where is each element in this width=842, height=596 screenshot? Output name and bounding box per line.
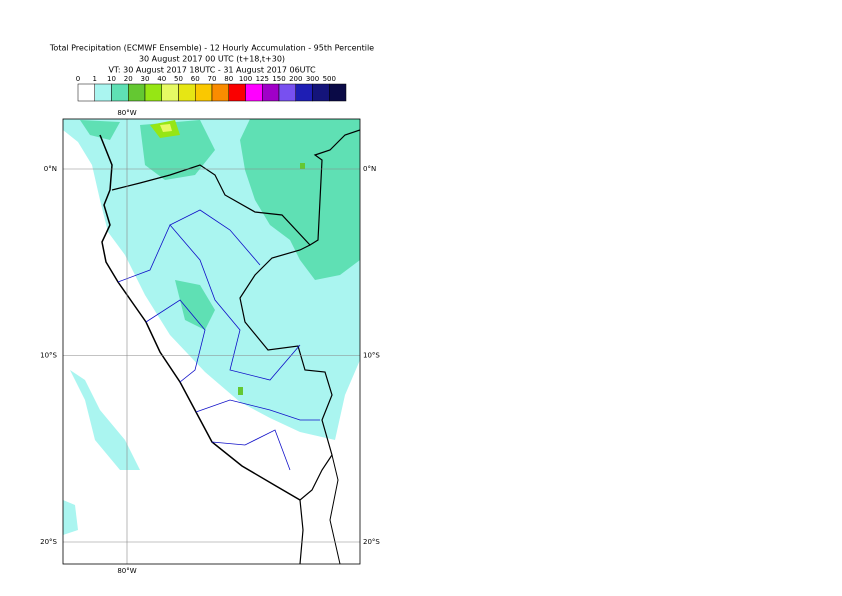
- legend-label: 100: [239, 75, 252, 83]
- precip-moderate: [80, 120, 120, 140]
- legend-swatch: [178, 83, 196, 102]
- title-line: VT: 30 August 2017 18UTC - 31 August 201…: [108, 66, 316, 75]
- legend-label: 40: [157, 75, 166, 83]
- title-block: Total Precipitation (ECMWF Ensemble) - 1…: [49, 44, 374, 75]
- region-border: [195, 399, 320, 421]
- precip-moderate: [240, 119, 360, 280]
- legend-label: 500: [323, 75, 336, 83]
- precip-heavy: [238, 387, 243, 395]
- precip-heavy: [300, 163, 305, 169]
- precip-light: [70, 370, 140, 470]
- legend-swatch: [94, 83, 112, 102]
- legend-label: 125: [256, 75, 269, 83]
- legend-label: 50: [174, 75, 183, 83]
- legend-label: 70: [208, 75, 217, 83]
- legend-swatch: [262, 83, 280, 102]
- legend-label: 10: [107, 75, 116, 83]
- lat-label: 0°N: [44, 165, 57, 173]
- coastline: [99, 134, 301, 501]
- legend-label: 1: [93, 75, 97, 83]
- legend-swatch: [144, 83, 162, 102]
- title-line: 30 August 2017 00 UTC (t+18,t+30): [139, 55, 285, 64]
- lat-label: 20°S: [363, 538, 380, 546]
- graticule: 80°W 80°W 0°N 0°N 10°S 10°S 20°S 20°S: [40, 109, 380, 575]
- legend-swatch: [329, 83, 347, 102]
- country-border: [111, 129, 360, 246]
- map-frame: [62, 118, 361, 565]
- legend-label: 300: [306, 75, 319, 83]
- legend-label: 60: [191, 75, 200, 83]
- precip-peak: [160, 124, 172, 132]
- legend-swatch: [195, 83, 213, 102]
- legend-label: 30: [141, 75, 150, 83]
- legend-swatch: [295, 83, 313, 102]
- precip-light: [63, 500, 78, 535]
- lon-label: 80°W: [117, 567, 136, 575]
- legend-label: 200: [289, 75, 302, 83]
- legend-swatch: [312, 83, 330, 102]
- region-border: [145, 299, 206, 383]
- legend-swatch: [77, 83, 95, 102]
- legend-swatch: [211, 83, 229, 102]
- map-area: [63, 119, 360, 564]
- legend-label: 150: [272, 75, 285, 83]
- region-border: [117, 224, 301, 381]
- region-border: [169, 209, 261, 266]
- country-border: [239, 244, 333, 564]
- legend-swatch: [228, 83, 246, 102]
- legend-swatch: [111, 83, 129, 102]
- title-line: Total Precipitation (ECMWF Ensemble) - 1…: [49, 44, 374, 53]
- legend-swatch: [278, 83, 296, 102]
- legend-label: 20: [124, 75, 133, 83]
- lat-label: 10°S: [40, 352, 57, 360]
- lat-label: 20°S: [40, 538, 57, 546]
- country-border: [329, 454, 341, 564]
- lat-label: 0°N: [363, 165, 376, 173]
- lat-label: 10°S: [363, 352, 380, 360]
- legend: 0 1 10 20 30 40 50 60 70 80 100 125 150 200 300 500: [76, 75, 347, 102]
- legend-label: 0: [76, 75, 80, 83]
- lon-label: 80°W: [117, 109, 136, 117]
- legend-swatch: [245, 83, 263, 102]
- legend-swatch: [161, 83, 179, 102]
- legend-swatch: [128, 83, 146, 102]
- precip-moderate: [175, 280, 215, 330]
- region-border: [211, 429, 291, 471]
- legend-label: 80: [224, 75, 233, 83]
